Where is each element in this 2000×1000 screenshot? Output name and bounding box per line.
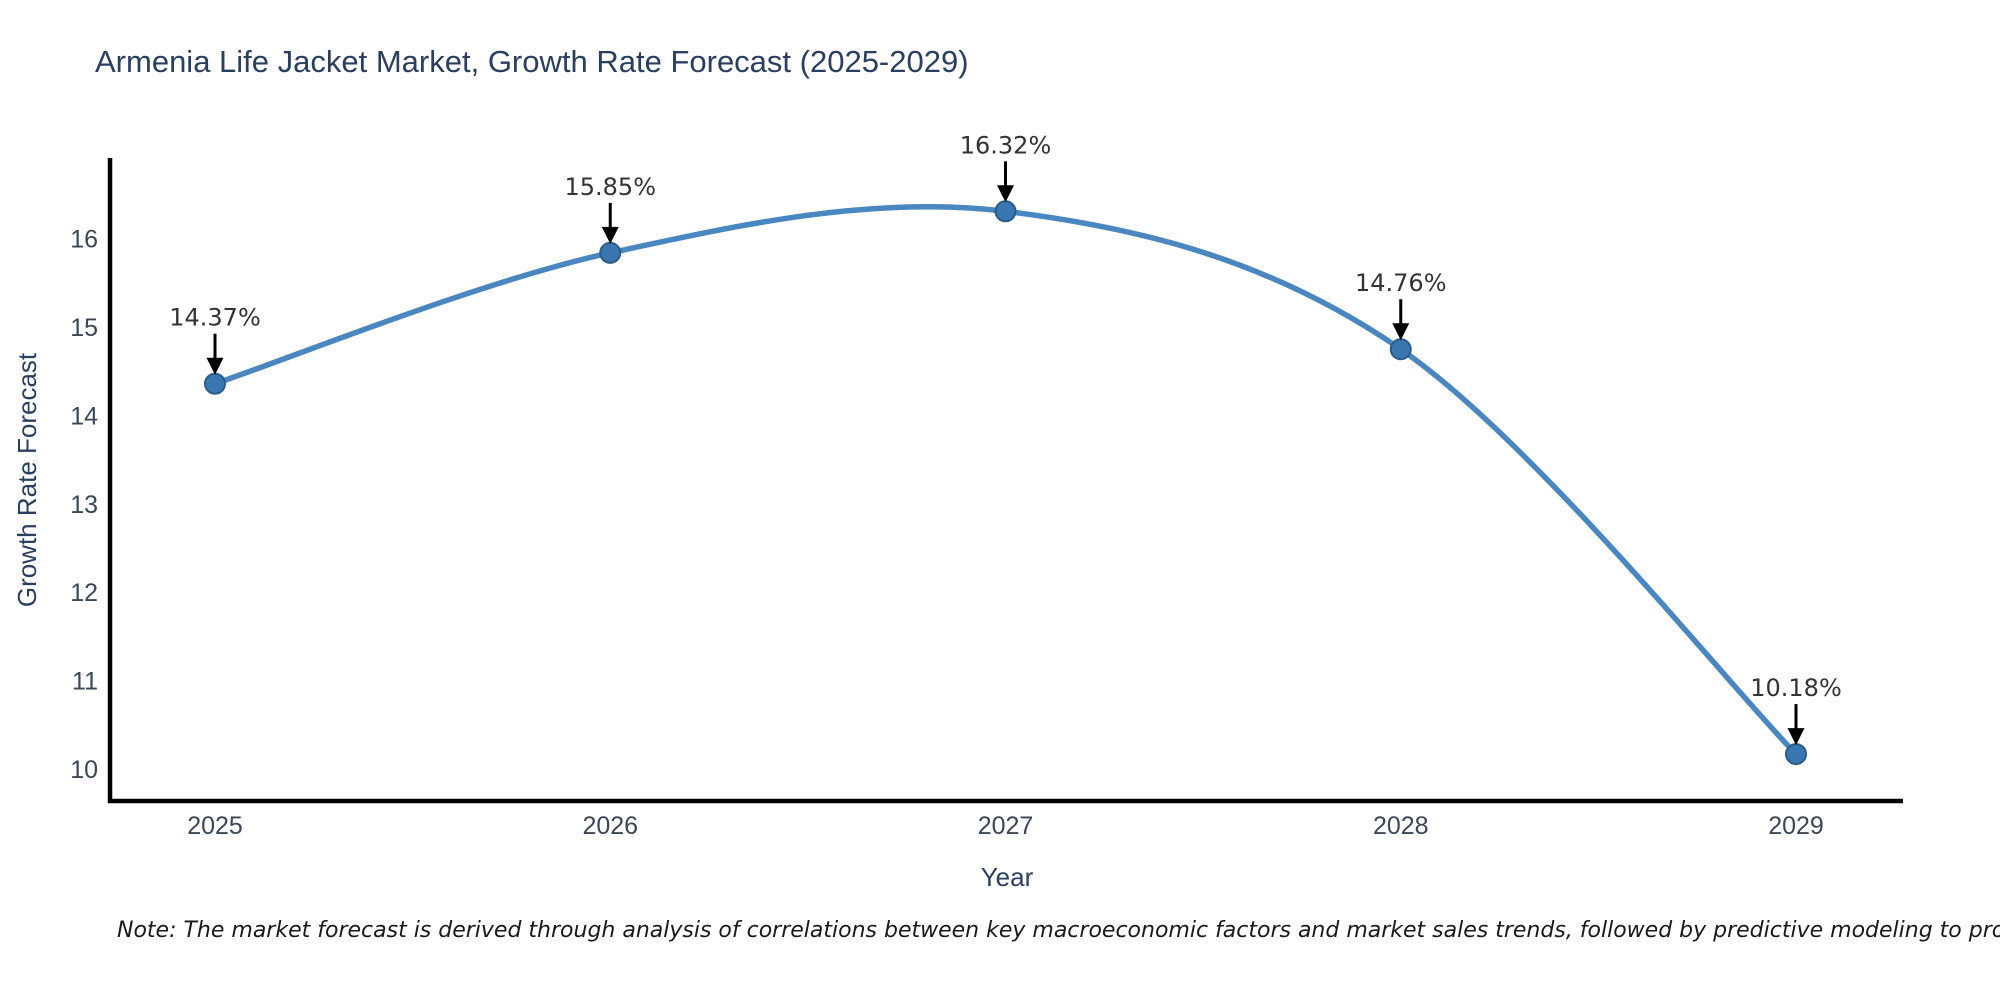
y-tick-label: 10 (70, 756, 98, 784)
x-tick-label: 2025 (187, 812, 243, 840)
annotation-arrowhead-icon (206, 357, 224, 375)
x-axis-title: Year (980, 862, 1034, 892)
x-tick-label: 2026 (582, 812, 638, 840)
annotation-arrowhead-icon (601, 226, 619, 244)
trend-line (212, 203, 1799, 757)
point-label: 14.76% (1355, 269, 1447, 297)
point-label: 16.32% (960, 131, 1052, 159)
data-point-marker (599, 241, 622, 264)
point-label: 15.85% (564, 173, 656, 201)
data-point-marker (1785, 743, 1807, 766)
y-tick-label: 14 (70, 402, 98, 430)
y-tick-label: 15 (70, 314, 98, 342)
y-tick-label: 11 (72, 668, 98, 696)
y-axis-title: Growth Rate Forecast (12, 352, 42, 608)
data-point-marker (1389, 338, 1412, 361)
point-label: 10.18% (1750, 674, 1842, 702)
y-tick-label: 16 (70, 226, 98, 254)
data-point-marker (994, 200, 1017, 223)
annotation-arrowhead-icon (997, 185, 1014, 203)
chart-title: Armenia Life Jacket Market, Growth Rate … (95, 44, 969, 79)
y-tick-label: 13 (70, 491, 98, 519)
x-tick-label: 2028 (1373, 812, 1429, 840)
annotation-arrowhead-icon (1392, 323, 1410, 341)
footnote: Note: The market forecast is derived thr… (117, 918, 2000, 943)
x-tick-label: 2029 (1768, 812, 1824, 840)
data-point-marker (204, 372, 226, 395)
x-tick-label: 2027 (978, 812, 1034, 840)
y-tick-label: 12 (70, 579, 98, 607)
annotation-arrowhead-icon (1787, 728, 1805, 746)
point-label: 14.37% (169, 304, 261, 332)
